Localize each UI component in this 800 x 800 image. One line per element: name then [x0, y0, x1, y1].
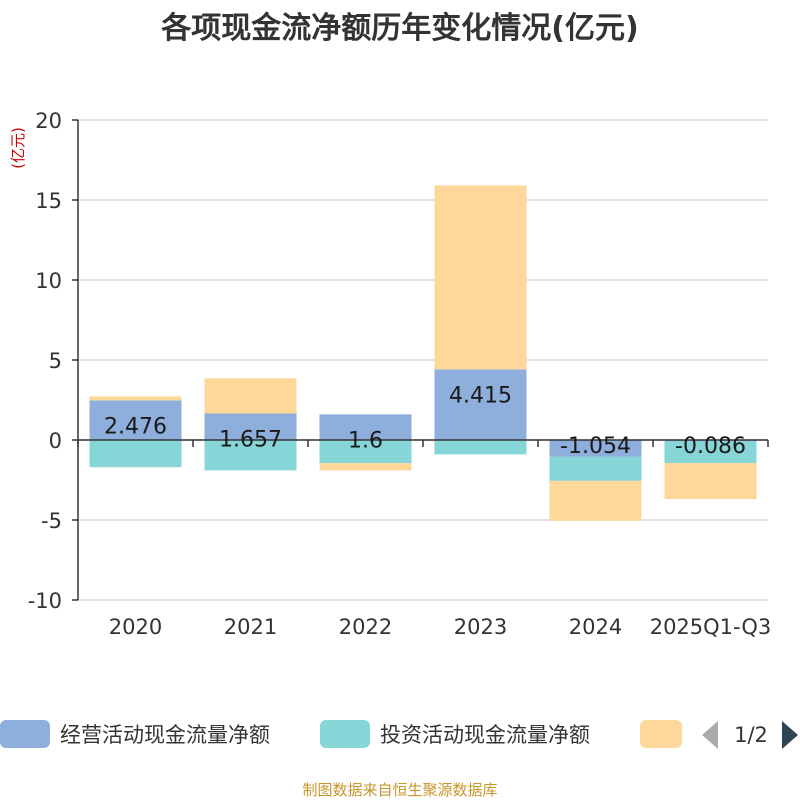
data-label: -1.054	[560, 434, 631, 459]
bar-series-0-2021	[204, 413, 297, 440]
bar-series-2-2021	[204, 378, 297, 414]
bar-series-1-2023	[434, 440, 527, 455]
legend-page-indicator: 1/2	[734, 723, 768, 747]
data-label: 1.6	[348, 428, 383, 453]
x-tick-label: 2025Q1-Q3	[650, 615, 772, 639]
y-tick-labels: 20 15 10 5 0 -5 -10	[28, 109, 62, 613]
chart-title: 各项现金流净额历年变化情况(亿元)	[160, 11, 638, 46]
data-source-footer: 制图数据来自恒生聚源数据库	[302, 781, 497, 799]
bar-series-0-2023	[434, 369, 527, 440]
y-tick-label: 10	[35, 269, 62, 293]
bar-series-1-2025Q1-Q3	[664, 441, 757, 463]
bar-series-0-2020	[89, 400, 182, 440]
x-tick-labels: 2020 2021 2022 2023 2024 2025Q1-Q3	[109, 615, 772, 639]
data-label: 1.657	[219, 427, 282, 452]
y-tick-label: 20	[35, 109, 62, 133]
x-tick-label: 2020	[109, 615, 162, 639]
bar-series-1-2024	[549, 456, 642, 481]
bar-series-2-2025Q1-Q3	[664, 462, 757, 499]
legend-label-investing[interactable]: 投资活动现金流量净额	[380, 723, 590, 747]
x-tick-label: 2021	[224, 615, 277, 639]
legend-swatch-investing[interactable]	[320, 720, 370, 748]
legend-swatch-operating[interactable]	[0, 720, 50, 748]
legend-label-operating[interactable]: 经营活动现金流量净额	[60, 723, 270, 747]
legend-prev-page-arrow-icon[interactable]	[702, 721, 718, 749]
y-tick-label: 5	[49, 349, 62, 373]
bars	[89, 185, 757, 521]
y-tick-label: -5	[41, 509, 62, 533]
bar-series-2-2024	[549, 480, 642, 521]
data-label: -0.086	[675, 434, 746, 459]
gridlines	[78, 119, 768, 601]
legend-next-page-arrow-icon[interactable]	[782, 721, 798, 749]
y-tick-label: 15	[35, 189, 62, 213]
x-tick-label: 2024	[569, 615, 622, 639]
bar-series-0-2024	[549, 440, 642, 457]
data-labels: 2.476 1.657 1.6 4.415 -1.054 -0.086	[104, 383, 746, 459]
data-label: 4.415	[449, 383, 512, 408]
y-tick-label: -10	[28, 589, 62, 613]
legend[interactable]: 经营活动现金流量净额 投资活动现金流量净额 1/2	[0, 720, 798, 749]
y-axis-unit-label: (亿元)	[9, 127, 27, 169]
bar-series-2-2022	[319, 463, 412, 471]
y-tick-label: 0	[49, 429, 62, 453]
data-label: 2.476	[104, 414, 167, 439]
bar-series-1-2021	[204, 440, 297, 471]
bar-series-2-2020	[89, 396, 182, 401]
axes	[72, 119, 769, 601]
x-tick-label: 2023	[454, 615, 507, 639]
legend-swatch-financing[interactable]	[640, 720, 682, 748]
bar-series-1-2022	[319, 440, 412, 464]
bar-series-2-2023	[434, 185, 527, 370]
bar-series-0-2022	[319, 414, 412, 440]
bar-series-1-2020	[89, 440, 182, 468]
x-tick-label: 2022	[339, 615, 392, 639]
